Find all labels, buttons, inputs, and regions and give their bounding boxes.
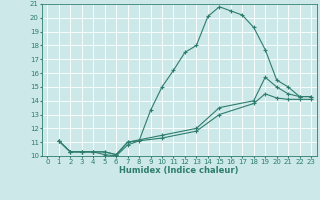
- X-axis label: Humidex (Indice chaleur): Humidex (Indice chaleur): [119, 166, 239, 175]
